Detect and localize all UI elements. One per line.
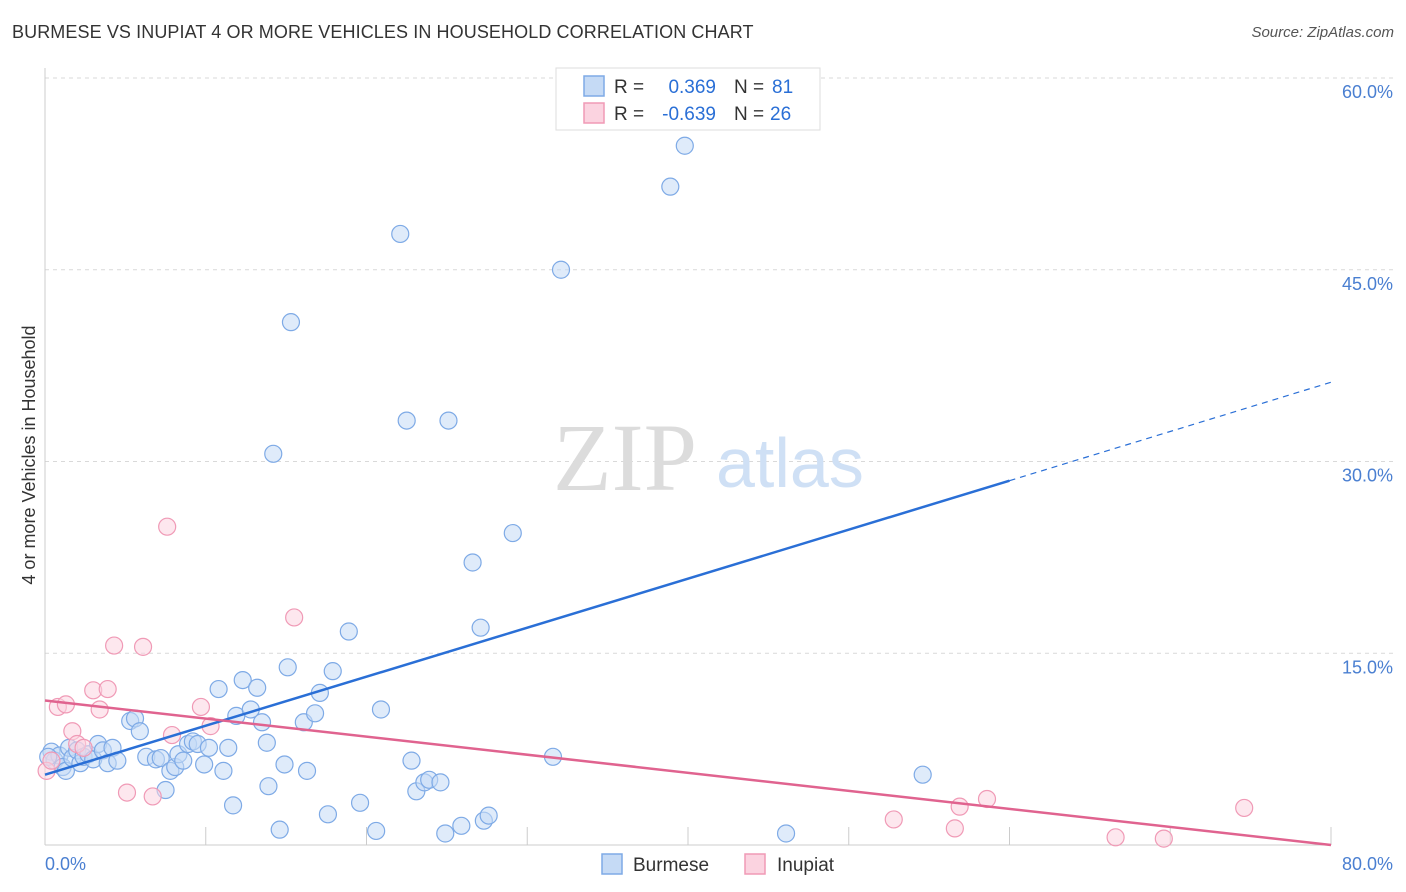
data-point-burmese [281, 313, 301, 332]
data-point-burmese [270, 820, 289, 839]
data-point-burmese [452, 816, 471, 835]
data-point-burmese [391, 224, 410, 244]
data-point-burmese [479, 806, 498, 825]
data-point-burmese [350, 793, 370, 812]
legend-r-value-burmese: 0.369 [668, 77, 716, 98]
y-tick-label: 60.0% [1342, 82, 1393, 102]
data-point-burmese [402, 751, 421, 770]
y-tick-label: 45.0% [1342, 274, 1393, 294]
data-point-inupiat [42, 751, 61, 770]
data-point-burmese [259, 777, 278, 796]
y-tick-label: 15.0% [1342, 657, 1393, 677]
legend-n-value-inupiat: 26 [770, 104, 791, 125]
bottom-legend-label-burmese: Burmese [633, 855, 709, 876]
data-point-burmese [431, 773, 450, 792]
data-point-inupiat [90, 700, 109, 719]
legend-r-value-inupiat: -0.639 [662, 104, 716, 125]
data-point-burmese [275, 755, 294, 774]
data-point-burmese [551, 260, 571, 279]
points-layer [37, 136, 1254, 848]
trendline-extension-burmese [1009, 381, 1332, 482]
data-point-inupiat [1235, 798, 1254, 818]
data-point-burmese [257, 733, 276, 752]
x-tick-label: 0.0% [45, 854, 86, 874]
watermark: ZIP atlas [553, 404, 864, 511]
data-point-burmese [233, 670, 252, 690]
legend-r-label-inupiat: R = [614, 104, 644, 125]
legend-n-label-burmese: N = [734, 77, 764, 98]
data-point-burmese [214, 761, 233, 780]
data-point-inupiat [105, 636, 124, 655]
data-point-burmese [339, 622, 358, 641]
x-tick-label: 80.0% [1342, 854, 1393, 874]
data-point-burmese [439, 411, 458, 430]
data-point-burmese [463, 553, 482, 572]
y-axis-title: 4 or more Vehicles in Household [19, 325, 39, 584]
data-point-burmese [318, 805, 338, 824]
bottom-legend-swatch-inupiat [744, 853, 766, 875]
data-point-burmese [436, 824, 455, 843]
data-point-inupiat [950, 797, 969, 816]
data-point-inupiat [1154, 829, 1173, 848]
data-point-burmese [248, 678, 267, 697]
data-point-inupiat [158, 517, 177, 536]
data-point-burmese [252, 713, 272, 732]
data-point-inupiat [98, 679, 117, 699]
data-point-inupiat [191, 697, 211, 717]
data-point-burmese [675, 136, 694, 155]
y-tick-label: 30.0% [1342, 466, 1393, 486]
watermark-atlas: atlas [716, 424, 864, 502]
trendline-burmese [44, 479, 1010, 776]
data-point-burmese [305, 704, 325, 723]
chart-title: BURMESE VS INUPIAT 4 OR MORE VEHICLES IN… [12, 22, 754, 42]
data-point-burmese [151, 748, 170, 768]
trendline-inupiat [44, 699, 1332, 847]
data-point-inupiat [117, 783, 137, 802]
data-point-burmese [661, 177, 680, 196]
data-point-burmese [195, 755, 214, 774]
legend-r-label-burmese: R = [614, 77, 644, 98]
data-point-burmese [199, 738, 219, 757]
legend-n-value-burmese: 81 [772, 77, 793, 98]
trend-layer [44, 381, 1332, 847]
grid-layer [45, 77, 1393, 654]
data-point-inupiat [884, 810, 903, 829]
data-point-burmese [174, 751, 193, 770]
data-point-burmese [223, 796, 243, 815]
data-point-burmese [130, 722, 149, 741]
data-point-inupiat [74, 738, 93, 757]
data-point-burmese [371, 700, 391, 719]
series-legend: Burmese Inupiat [601, 853, 835, 876]
data-point-burmese [323, 662, 342, 681]
data-point-burmese [264, 444, 283, 463]
data-point-burmese [278, 658, 297, 677]
data-point-burmese [297, 761, 317, 780]
data-point-burmese [209, 679, 228, 699]
legend-swatch-inupiat [583, 102, 605, 124]
data-point-inupiat [133, 637, 153, 656]
data-point-inupiat [945, 819, 964, 838]
data-point-burmese [219, 738, 238, 757]
data-point-inupiat [1106, 828, 1125, 847]
data-point-inupiat [285, 608, 304, 627]
data-point-burmese [776, 824, 796, 843]
data-point-burmese [397, 411, 416, 430]
data-point-inupiat [143, 787, 162, 806]
correlation-legend: R = 0.369 N = 81 R = -0.639 N = 26 [555, 67, 821, 131]
legend-n-label-inupiat: N = [734, 104, 764, 125]
bottom-legend-label-inupiat: Inupiat [777, 855, 835, 876]
bottom-legend-swatch-burmese [601, 853, 623, 875]
data-point-burmese [913, 765, 932, 784]
data-point-burmese [367, 821, 386, 841]
legend-swatch-burmese [583, 75, 605, 97]
chart-source: Source: ZipAtlas.com [1251, 24, 1394, 41]
data-point-burmese [471, 618, 490, 637]
watermark-zip: ZIP [553, 404, 697, 511]
data-point-burmese [503, 523, 522, 543]
